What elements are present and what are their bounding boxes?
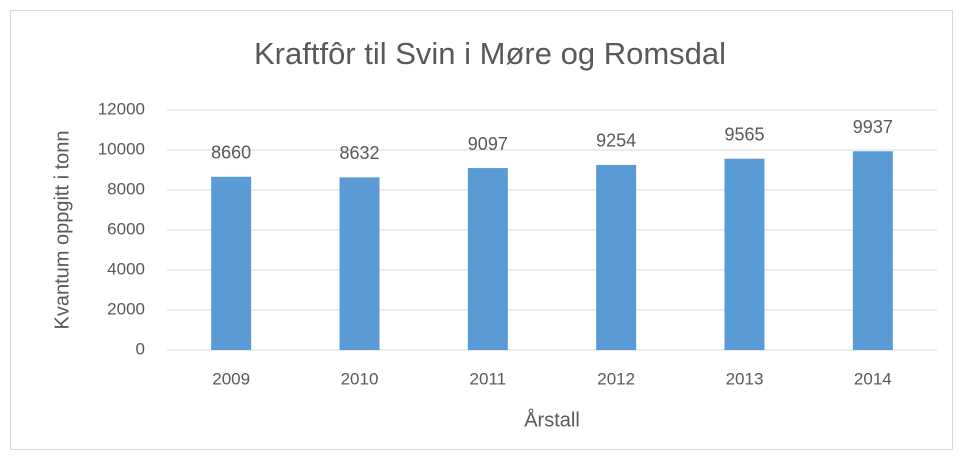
bar — [596, 164, 637, 350]
data-label: 8660 — [211, 143, 251, 163]
y-tick-label: 8000 — [107, 179, 145, 198]
y-tick-label: 12000 — [98, 99, 145, 118]
data-label: 9254 — [596, 131, 636, 151]
bar — [724, 158, 765, 350]
y-tick-label: 6000 — [107, 219, 145, 238]
bar — [339, 177, 380, 350]
x-tick-label: 2012 — [597, 369, 635, 388]
data-label: 9937 — [853, 117, 893, 137]
y-tick-label: 2000 — [107, 299, 145, 318]
x-axis-title: Årstall — [524, 408, 580, 431]
y-tick-label: 10000 — [98, 139, 145, 158]
y-axis-title: Kvantum oppgitt i tonn — [51, 130, 73, 329]
x-tick-label: 2011 — [470, 369, 507, 388]
x-tick-label: 2010 — [341, 369, 379, 388]
data-label: 8632 — [339, 143, 379, 163]
x-tick-label: 2013 — [726, 369, 764, 388]
data-label: 9097 — [468, 134, 508, 154]
data-label: 9565 — [724, 124, 764, 144]
y-tick-label: 4000 — [107, 259, 145, 278]
chart-title: Kraftfôr til Svin i Møre og Romsdal — [254, 36, 726, 71]
x-tick-label: 2014 — [854, 369, 892, 388]
bar — [852, 151, 893, 350]
bar — [467, 168, 508, 350]
x-tick-label: 2009 — [212, 369, 250, 388]
bar — [211, 176, 252, 350]
y-tick-label: 0 — [136, 339, 145, 358]
